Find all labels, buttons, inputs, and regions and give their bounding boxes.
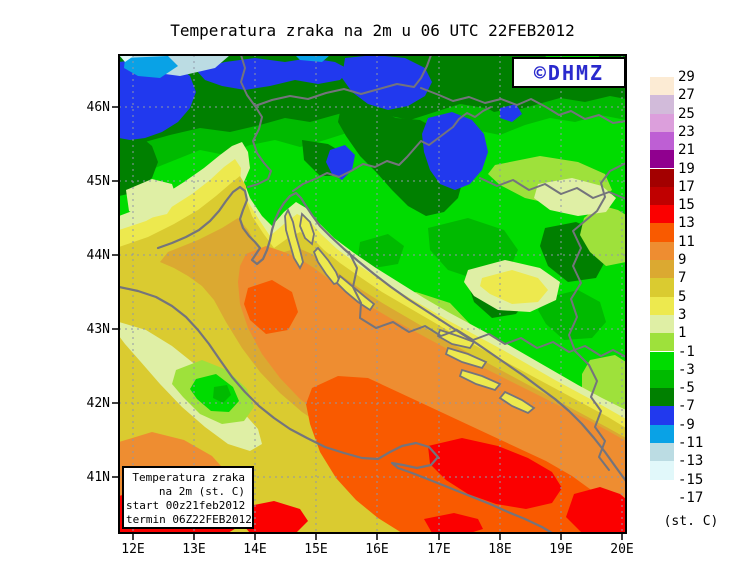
inset-line-3: start 00z21feb2012: [126, 499, 246, 512]
lon-tick-label: 19E: [549, 542, 573, 557]
map-frame: [112, 54, 627, 540]
dhmz-copyright-badge: ©DHMZ: [512, 57, 626, 88]
lat-tick-label: 43N: [86, 322, 110, 337]
graticule-gridlines: [119, 55, 626, 533]
lon-tick-label: 14E: [243, 542, 267, 557]
inset-line-4: termin 06Z22FEB2012: [126, 513, 252, 526]
lat-tick-label: 46N: [86, 100, 110, 115]
coastline: [119, 185, 626, 533]
lat-tick-label: 42N: [86, 396, 110, 411]
inset-line-1: Temperatura zraka: [132, 471, 245, 484]
country-borders: [240, 55, 626, 471]
map-info-inset-box: Temperatura zraka na 2m (st. C) start 00…: [122, 466, 254, 529]
inset-line-2: na 2m (st. C): [158, 485, 245, 498]
axis-tick-marks: [112, 106, 623, 540]
lon-tick-label: 18E: [488, 542, 512, 557]
lon-tick-label: 17E: [427, 542, 451, 557]
lon-tick-label: 20E: [610, 542, 634, 557]
page-title: Temperatura zraka na 2m u 06 UTC 22FEB20…: [170, 21, 575, 40]
lon-tick-label: 12E: [121, 542, 145, 557]
lat-tick-label: 41N: [86, 470, 110, 485]
lon-tick-label: 13E: [182, 542, 206, 557]
lon-tick-label: 16E: [365, 542, 389, 557]
temperature-fill-regions: [119, 55, 626, 533]
dhmz-logo-text: ©DHMZ: [533, 60, 605, 85]
lat-tick-label: 45N: [86, 174, 110, 189]
lat-tick-label: 44N: [86, 248, 110, 263]
lon-tick-label: 15E: [304, 542, 328, 557]
